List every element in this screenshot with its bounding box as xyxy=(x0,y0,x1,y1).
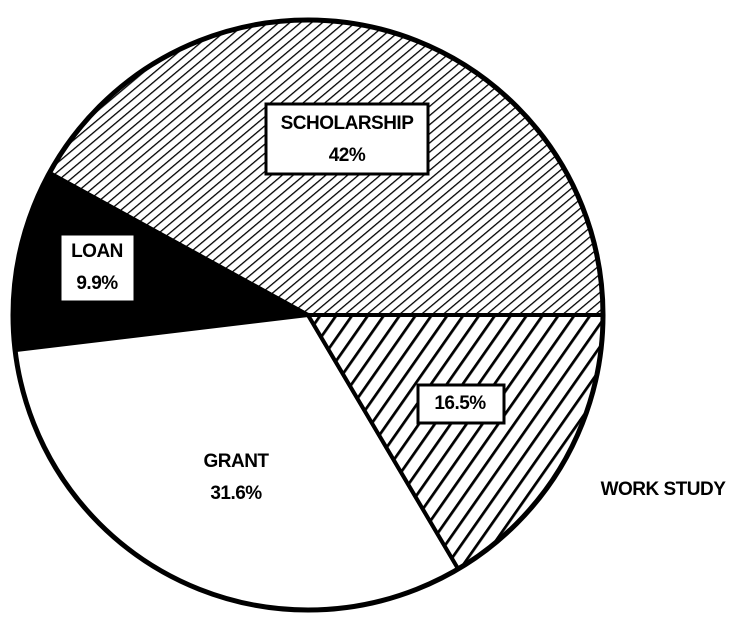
slice-value-label: 42% xyxy=(329,145,366,166)
labels: SCHOLARSHIP 42% LOAN 9.9% GRANT 31.6% WORK STU… xyxy=(58,102,727,504)
label-box xyxy=(416,383,506,425)
slice-value-label: 9.9% xyxy=(76,273,118,294)
slice-label: WORK STUDY xyxy=(601,479,727,500)
slice-label: SCHOLARSHIP xyxy=(281,113,415,134)
slice-label: LOAN xyxy=(71,241,123,262)
label-box xyxy=(58,232,137,304)
slice-label: GRANT xyxy=(203,451,269,472)
slice-value-label: 31.6% xyxy=(210,483,262,504)
pie xyxy=(11,18,606,612)
pie-outline xyxy=(10,17,606,613)
label-box xyxy=(264,102,430,176)
slice-value-label: 16.5% xyxy=(434,393,486,414)
